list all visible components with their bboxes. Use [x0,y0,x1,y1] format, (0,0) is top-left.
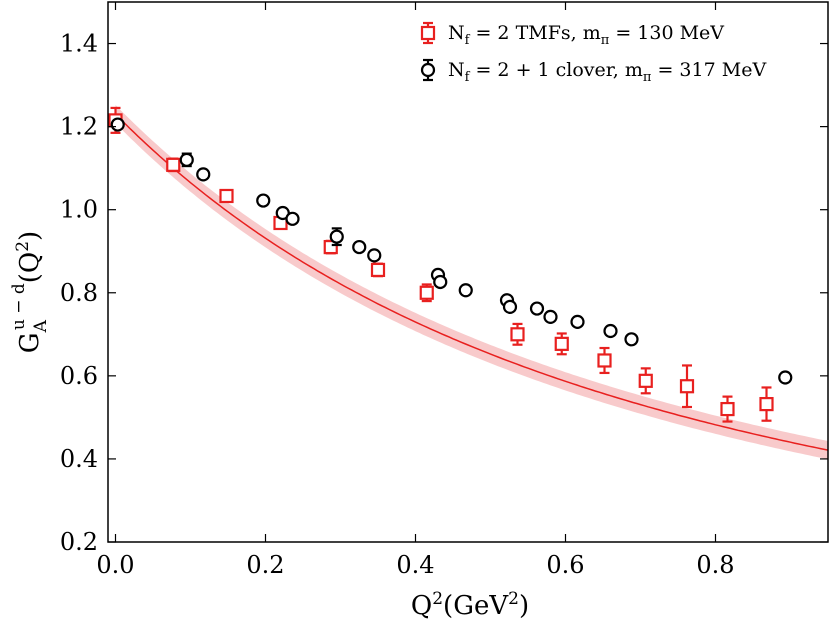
circle-marker [110,117,125,132]
circle-marker [624,332,639,347]
clover-point [110,117,125,132]
square-marker [720,401,735,417]
clover-point [329,227,344,247]
fit-line [114,113,829,451]
square-marker [679,379,695,394]
circle-marker [179,152,194,167]
legend-label-tmf: Nf = 2 TMFs, mπ = 130 MeV [448,22,724,48]
circle-marker [352,239,367,255]
tmf-point [510,322,525,346]
clover-point [367,248,382,263]
legend-label-clover: Nf = 2 + 1 clover, mπ = 317 MeV [448,59,766,85]
y-tick-label: 1.0 [60,196,98,224]
circle-marker [458,283,473,298]
axes-layer [107,1,829,543]
circle-marker [433,274,448,290]
circle-marker [543,309,558,324]
clover-point [458,283,473,298]
circle-marker [502,299,518,314]
clover-point [543,309,558,324]
x-tick-label: 0.2 [246,551,284,579]
clover-point [529,301,545,316]
square-marker [638,373,653,388]
tmf-point [554,332,569,356]
tmf-point [759,386,774,422]
plot-frame [107,1,829,543]
square-marker [370,262,386,278]
fit-line-layer [114,113,829,451]
clover-point [570,314,585,329]
clover-point [196,167,211,182]
tmf-point [370,262,386,278]
clover-point [179,152,194,168]
x-tick-label: 0.6 [546,551,584,579]
square-marker [554,336,569,351]
x-axis-label: Q2(GeV2) [411,589,529,621]
x-tick-label: 0.0 [96,551,134,579]
clover-point [285,211,300,226]
circle-marker [256,193,271,208]
tmf-point [679,364,695,409]
clover-point [624,332,639,347]
y-axis-label: GAu − d(Q2) [9,231,51,353]
circle-marker [196,167,211,182]
y-tick-label: 1.2 [60,113,98,141]
legend-marker-tmf [420,21,436,45]
square-marker [419,285,434,300]
circle-marker [570,314,585,329]
circle-marker [529,301,545,316]
clover-point [433,274,448,290]
y-tick-label: 0.6 [60,362,98,390]
square-marker [219,188,234,204]
y-tick-label: 0.2 [60,528,98,556]
tmf-point [720,395,735,423]
clover-point [778,370,793,385]
tmf-point [597,346,612,375]
square-marker [759,396,774,412]
y-tick-label: 0.8 [60,279,98,307]
clover-point [603,323,618,339]
circle-marker [329,229,344,244]
x-tick-label: 0.4 [396,551,434,579]
clover-point [352,239,367,255]
tmf-point [166,157,181,173]
circle-marker [778,370,793,385]
clover-point [256,193,271,208]
tmf-point [419,283,434,303]
y-tick-label: 1.4 [60,30,98,58]
square-marker [166,157,181,172]
circle-marker [367,248,382,263]
circle-marker [603,323,618,339]
legend: Nf = 2 TMFs, mπ = 130 MeV Nf = 2 + 1 clo… [420,21,766,85]
legend-marker-clover [420,58,436,82]
ticks-layer: 0.0 0.2 0.4 0.6 0.80.20.40.60.81.01.21.4 [60,2,828,579]
y-tick-label: 0.4 [60,445,98,473]
tmf-point [219,188,234,204]
circle-marker [285,211,300,226]
clover-point [502,299,518,314]
x-tick-label: 0.8 [696,551,734,579]
data-points-layer [108,106,793,423]
square-marker [510,327,525,342]
tmf-point [638,367,653,395]
square-marker [597,353,612,368]
